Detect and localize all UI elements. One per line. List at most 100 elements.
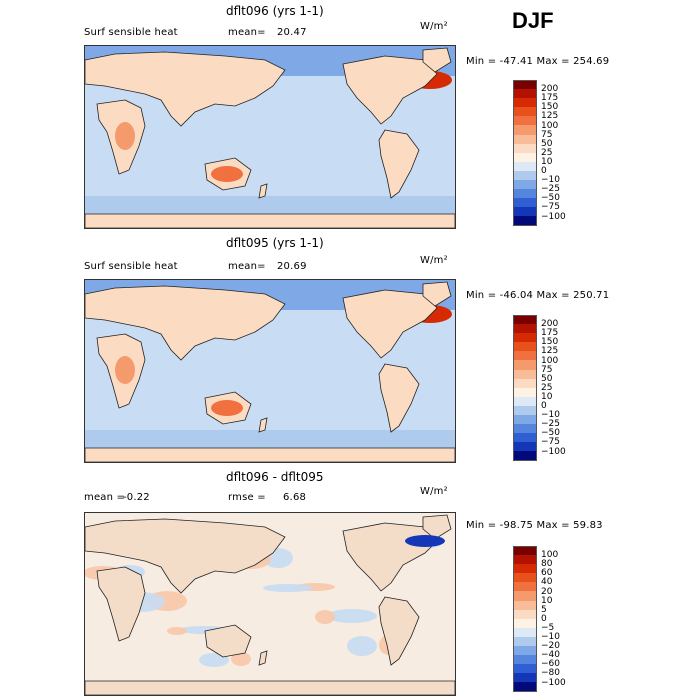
colorbar-tick-label: 50 [541, 373, 553, 384]
panel-1-minmax: Min = -47.41 Max = 254.69 [466, 56, 610, 67]
colorbar-tick-label: 125 [541, 346, 559, 357]
colorbar-swatch [513, 582, 537, 592]
colorbar-tick-label: −100 [541, 446, 566, 457]
africa-hotspot [115, 356, 135, 384]
land-new-zealand [258, 417, 268, 433]
panel-2-colorbar [513, 315, 537, 461]
colorbar-tick-label: −40 [541, 650, 560, 661]
land-north-america [342, 289, 438, 359]
land-south-america [378, 363, 420, 433]
australia-hotspot [211, 166, 243, 182]
colorbar-swatch [513, 134, 537, 144]
panel-3-map [84, 512, 456, 696]
colorbar-swatch [513, 442, 537, 452]
colorbar-swatch [513, 170, 537, 181]
colorbar-tick-label: 5 [541, 604, 547, 615]
colorbar-tick-label: 0 [541, 166, 547, 176]
colorbar-swatch [513, 396, 537, 406]
colorbar-swatch [513, 80, 537, 90]
southern-band [85, 430, 455, 452]
australia-hotspot [211, 400, 243, 416]
colorbar-tick-label: 75 [541, 364, 553, 375]
colorbar-swatch [513, 189, 537, 199]
colorbar-tick-label: −10 [541, 175, 560, 186]
colorbar-swatch [513, 655, 537, 665]
africa-hotspot [115, 122, 135, 150]
colorbar-swatch [513, 378, 537, 388]
colorbar-tick-label: 25 [541, 147, 553, 158]
colorbar-tick-label: 200 [541, 84, 559, 95]
panel-2-map [84, 279, 456, 463]
panel-1-mean-value: 20.47 [277, 27, 307, 38]
colorbar-swatch [513, 161, 537, 171]
colorbar-swatch [513, 600, 537, 610]
colorbar-swatch [513, 315, 537, 325]
colorbar-tick-label: 100 [541, 550, 559, 561]
colorbar-swatch [513, 369, 537, 379]
land-south-america [378, 596, 420, 666]
colorbar-tick-label: 75 [541, 129, 553, 140]
colorbar-tick-label: 150 [541, 337, 559, 348]
colorbar-swatch [513, 646, 537, 656]
colorbar-tick-label: 80 [541, 559, 553, 570]
colorbar-swatch [513, 405, 537, 416]
colorbar-tick-label: −25 [541, 184, 560, 195]
land-eurasia [85, 51, 286, 127]
colorbar-tick-label: 150 [541, 102, 559, 113]
land-eurasia [85, 285, 286, 361]
colorbar-swatch [513, 682, 537, 692]
field-blob [315, 610, 335, 624]
land-eurasia [85, 518, 286, 594]
colorbar-tick-label: −60 [541, 659, 560, 670]
colorbar-tick-label: −10 [541, 410, 560, 421]
southern-band [85, 196, 455, 218]
colorbar-tick-label: −25 [541, 419, 560, 430]
colorbar-tick-label: 200 [541, 319, 559, 330]
colorbar-swatch [513, 360, 537, 370]
panel-2-units: W/m² [420, 255, 448, 266]
panel-3-rmse-value: 6.68 [283, 492, 307, 503]
colorbar-tick-label: 10 [541, 595, 553, 606]
colorbar-swatch [513, 573, 537, 583]
colorbar-swatch [513, 333, 537, 343]
land-australia [204, 624, 252, 658]
colorbar-swatch [513, 618, 537, 628]
land-greenland [422, 47, 452, 73]
panel-2-minmax: Min = -46.04 Max = 250.71 [466, 290, 610, 301]
colorbar-swatch [513, 564, 537, 574]
colorbar-swatch [513, 89, 537, 99]
colorbar-swatch [513, 143, 537, 153]
colorbar-tick-label: −100 [541, 677, 566, 688]
colorbar-tick-label: 20 [541, 586, 553, 597]
colorbar-tick-label: −50 [541, 428, 560, 439]
colorbar-swatch [513, 555, 537, 565]
colorbar-tick-label: 175 [541, 93, 559, 104]
panel-2-title: dflt095 (yrs 1-1) [226, 236, 324, 250]
colorbar-swatch [513, 116, 537, 126]
colorbar-swatch [513, 609, 537, 619]
colorbar-swatch [513, 207, 537, 217]
land-greenland [422, 281, 452, 307]
colorbar-swatch [513, 664, 537, 674]
colorbar-tick-label: 25 [541, 382, 553, 393]
colorbar-tick-label: −5 [541, 622, 555, 633]
panel-3-rmse-label: rmse = [228, 492, 266, 503]
colorbar-tick-label: −75 [541, 437, 560, 448]
colorbar-tick-label: 10 [541, 391, 553, 402]
panel-2-mean-label: mean= [228, 261, 266, 272]
field-blob [327, 609, 377, 623]
colorbar-tick-label: 0 [541, 613, 547, 624]
colorbar-tick-label: −10 [541, 632, 560, 642]
colorbar-swatch [513, 107, 537, 117]
colorbar-tick-label: 50 [541, 138, 553, 149]
panel-1-mean-label: mean= [228, 27, 266, 38]
land-africa [96, 566, 146, 642]
colorbar-swatch [513, 415, 537, 425]
colorbar-swatch [513, 324, 537, 334]
field-blob [167, 627, 187, 635]
panel-1-units: W/m² [420, 21, 448, 32]
colorbar-swatch [513, 342, 537, 352]
colorbar-swatch [513, 433, 537, 443]
panel-2-mean-value: 20.69 [277, 261, 307, 272]
colorbar-swatch [513, 424, 537, 434]
